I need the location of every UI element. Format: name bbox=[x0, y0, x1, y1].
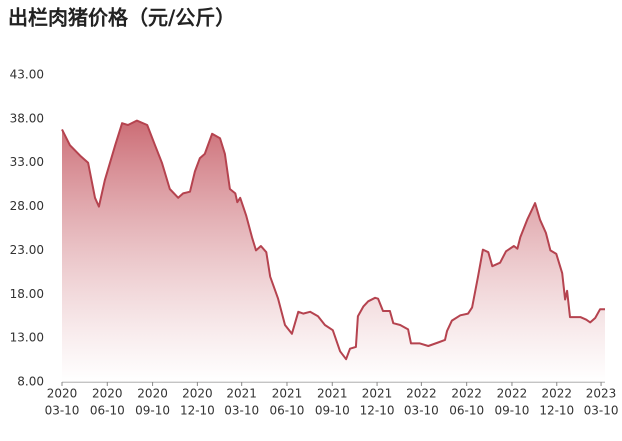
x-tick-label: 03-10 bbox=[584, 404, 619, 418]
x-tick-label: 09-10 bbox=[315, 404, 350, 418]
x-tick-label: 2020 bbox=[47, 387, 78, 401]
x-tick-label: 06-10 bbox=[90, 404, 125, 418]
y-tick-label: 38.00 bbox=[10, 111, 44, 125]
y-tick-label: 33.00 bbox=[10, 155, 44, 169]
line bbox=[61, 119, 605, 361]
x-tick-label: 2022 bbox=[541, 387, 572, 401]
x-tick-label: 03-10 bbox=[224, 404, 259, 418]
y-tick-label: 18.00 bbox=[10, 287, 44, 301]
x-tick-label: 12-10 bbox=[360, 404, 395, 418]
x-tick-label: 2021 bbox=[226, 387, 257, 401]
x-tick-label: 06-10 bbox=[449, 404, 484, 418]
x-tick-label: 09-10 bbox=[135, 404, 170, 418]
x-tick-label: 2022 bbox=[406, 387, 437, 401]
x-tick-label: 06-10 bbox=[270, 404, 305, 418]
y-tick-label: 28.00 bbox=[10, 199, 44, 213]
x-tick-label: 2021 bbox=[362, 387, 393, 401]
x-tick-label: 03-10 bbox=[404, 404, 439, 418]
x-tick-label: 2021 bbox=[317, 387, 348, 401]
x-tick-label: 2020 bbox=[182, 387, 213, 401]
chart-title: 出栏肉猪价格（元/公斤） bbox=[8, 6, 235, 30]
x-tick-label: 12-10 bbox=[180, 404, 215, 418]
x-tick-label: 2020 bbox=[92, 387, 123, 401]
x-tick-label: 12-10 bbox=[539, 404, 574, 418]
x-tick-label: 2022 bbox=[497, 387, 528, 401]
area bbox=[62, 120, 605, 382]
x-tick-label: 09-10 bbox=[495, 404, 530, 418]
x-tick-label: 2023 bbox=[586, 387, 617, 401]
y-tick-label: 23.00 bbox=[10, 243, 44, 257]
y-tick-label: 43.00 bbox=[10, 68, 44, 82]
y-tick-label: 13.00 bbox=[10, 331, 44, 345]
x-tick-label: 2020 bbox=[137, 387, 168, 401]
y-tick-label: 8.00 bbox=[17, 375, 44, 389]
x-tick-label: 03-10 bbox=[45, 404, 80, 418]
x-tick-label: 2021 bbox=[272, 387, 303, 401]
x-tick-label: 2022 bbox=[451, 387, 482, 401]
